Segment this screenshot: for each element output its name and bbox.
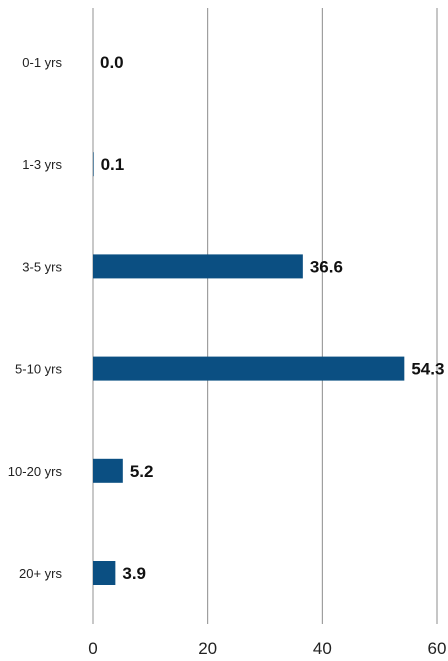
category-label: 10-20 yrs — [8, 464, 63, 479]
x-tick-label: 20 — [198, 639, 217, 658]
x-tick-label: 40 — [313, 639, 332, 658]
data-label: 0.1 — [101, 155, 125, 174]
data-label: 36.6 — [310, 257, 343, 276]
bar — [93, 356, 405, 381]
category-label: 3-5 yrs — [22, 259, 62, 274]
category-label: 0-1 yrs — [22, 55, 62, 70]
bar — [93, 458, 123, 483]
x-tick-label: 60 — [428, 639, 447, 658]
category-label: 5-10 yrs — [15, 362, 62, 377]
value-labels: 0.0 0.1 36.6 54.3 5.2 3.9 — [100, 53, 444, 583]
bar — [93, 561, 116, 585]
data-label: 5.2 — [130, 462, 154, 481]
data-label: 0.0 — [100, 53, 124, 72]
category-label: 20+ yrs — [19, 566, 62, 581]
x-tick-labels: 0 20 40 60 — [88, 639, 446, 658]
bars — [93, 152, 405, 585]
data-label: 3.9 — [122, 564, 146, 583]
bar — [93, 254, 303, 279]
grid-lines — [92, 8, 438, 624]
bar — [93, 152, 94, 177]
category-label: 1-3 yrs — [22, 157, 62, 172]
x-tick-label: 0 — [88, 639, 97, 658]
category-labels: 0-1 yrs 1-3 yrs 3-5 yrs 5-10 yrs 10-20 yrs 20… — [8, 55, 63, 581]
data-label: 54.3 — [411, 360, 444, 379]
